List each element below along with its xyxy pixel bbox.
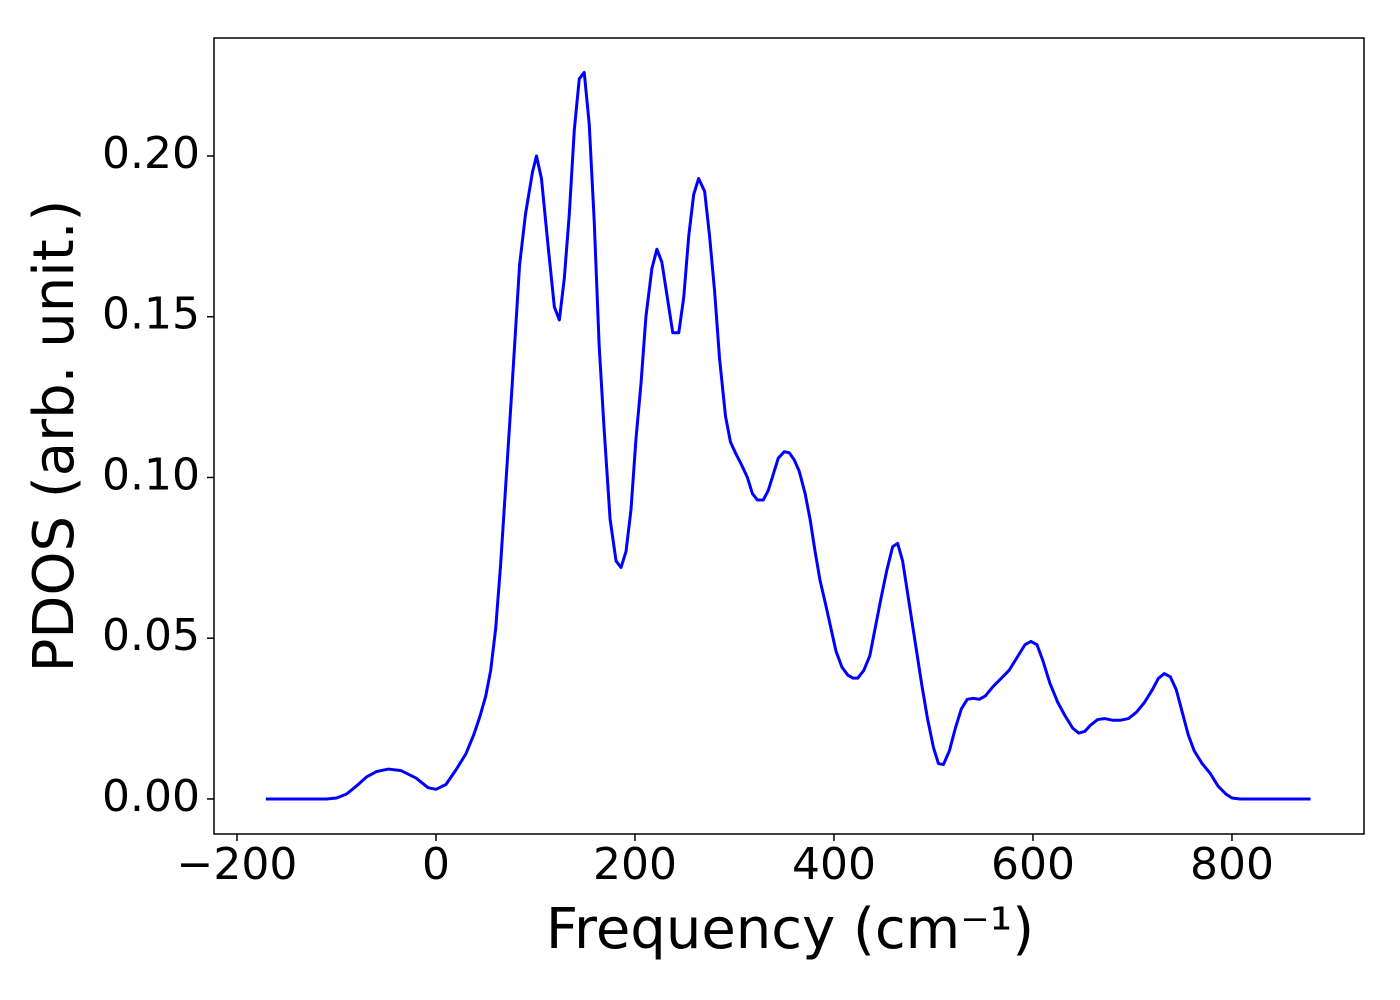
y-tick-label: 0.05 <box>102 610 200 661</box>
x-tick-label: −200 <box>177 839 298 890</box>
x-tick-label: 0 <box>422 839 450 890</box>
y-tick-label: 0.10 <box>102 449 200 500</box>
y-axis-label: PDOS (arb. unit.) <box>22 200 87 673</box>
x-tick-label: 200 <box>593 839 677 890</box>
x-axis-label: Frequency (cm⁻¹) <box>546 897 1034 962</box>
y-tick-label: 0.20 <box>102 128 200 179</box>
y-tick-label: 0.15 <box>102 289 200 340</box>
x-tick-label: 800 <box>1190 839 1274 890</box>
line <box>265 70 1311 801</box>
x-tick-label: 400 <box>792 839 876 890</box>
y-tick-label: 0.00 <box>102 771 200 822</box>
x-tick-label: 600 <box>991 839 1075 890</box>
plot-frame <box>213 37 1365 835</box>
